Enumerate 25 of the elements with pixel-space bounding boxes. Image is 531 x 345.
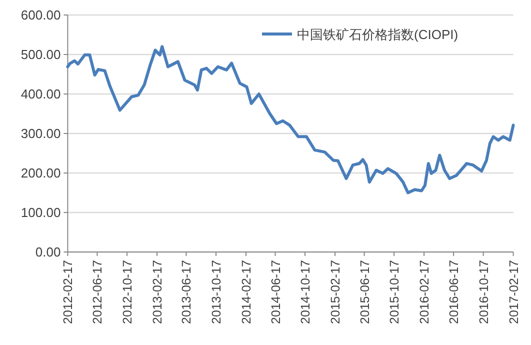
x-tick-label: 2016-02-17	[418, 260, 432, 324]
x-tick-label: 2015-02-17	[328, 260, 343, 324]
y-tick-label: 500.00	[20, 47, 61, 62]
x-tick-label: 2016-06-17	[447, 260, 462, 324]
legend: 中国铁矿石价格指数(CIOPI)	[262, 27, 458, 42]
x-tick-label: 2013-10-17	[209, 260, 224, 324]
x-tick-label: 2016-10-17	[476, 260, 491, 324]
x-tick-label: 2014-10-17	[298, 260, 313, 324]
x-tick-label: 2013-02-17	[150, 260, 164, 324]
x-tick-label: 2012-06-17	[90, 260, 105, 324]
y-tick-label: 600.00	[20, 8, 61, 22]
y-tick-label: 300.00	[20, 126, 61, 141]
x-tick-label: 2015-06-17	[358, 260, 372, 324]
x-tick-label: 2017-02-17	[506, 260, 521, 324]
x-tick-label: 2013-06-17	[180, 260, 194, 324]
y-tick-label: 200.00	[20, 166, 61, 180]
x-tick-label: 2012-02-17	[61, 260, 76, 324]
x-tick-label: 2012-10-17	[120, 260, 134, 324]
x-tick-label: 2014-06-17	[268, 260, 283, 324]
y-tick-label: 400.00	[20, 86, 61, 102]
legend-label: 中国铁矿石价格指数(CIOPI)	[297, 27, 458, 42]
y-tick-label: 0.00	[35, 244, 61, 260]
x-tick-label: 2015-10-17	[388, 260, 402, 324]
x-tick-label: 2014-02-17	[239, 260, 254, 324]
y-tick-label: 100.00	[20, 205, 61, 220]
